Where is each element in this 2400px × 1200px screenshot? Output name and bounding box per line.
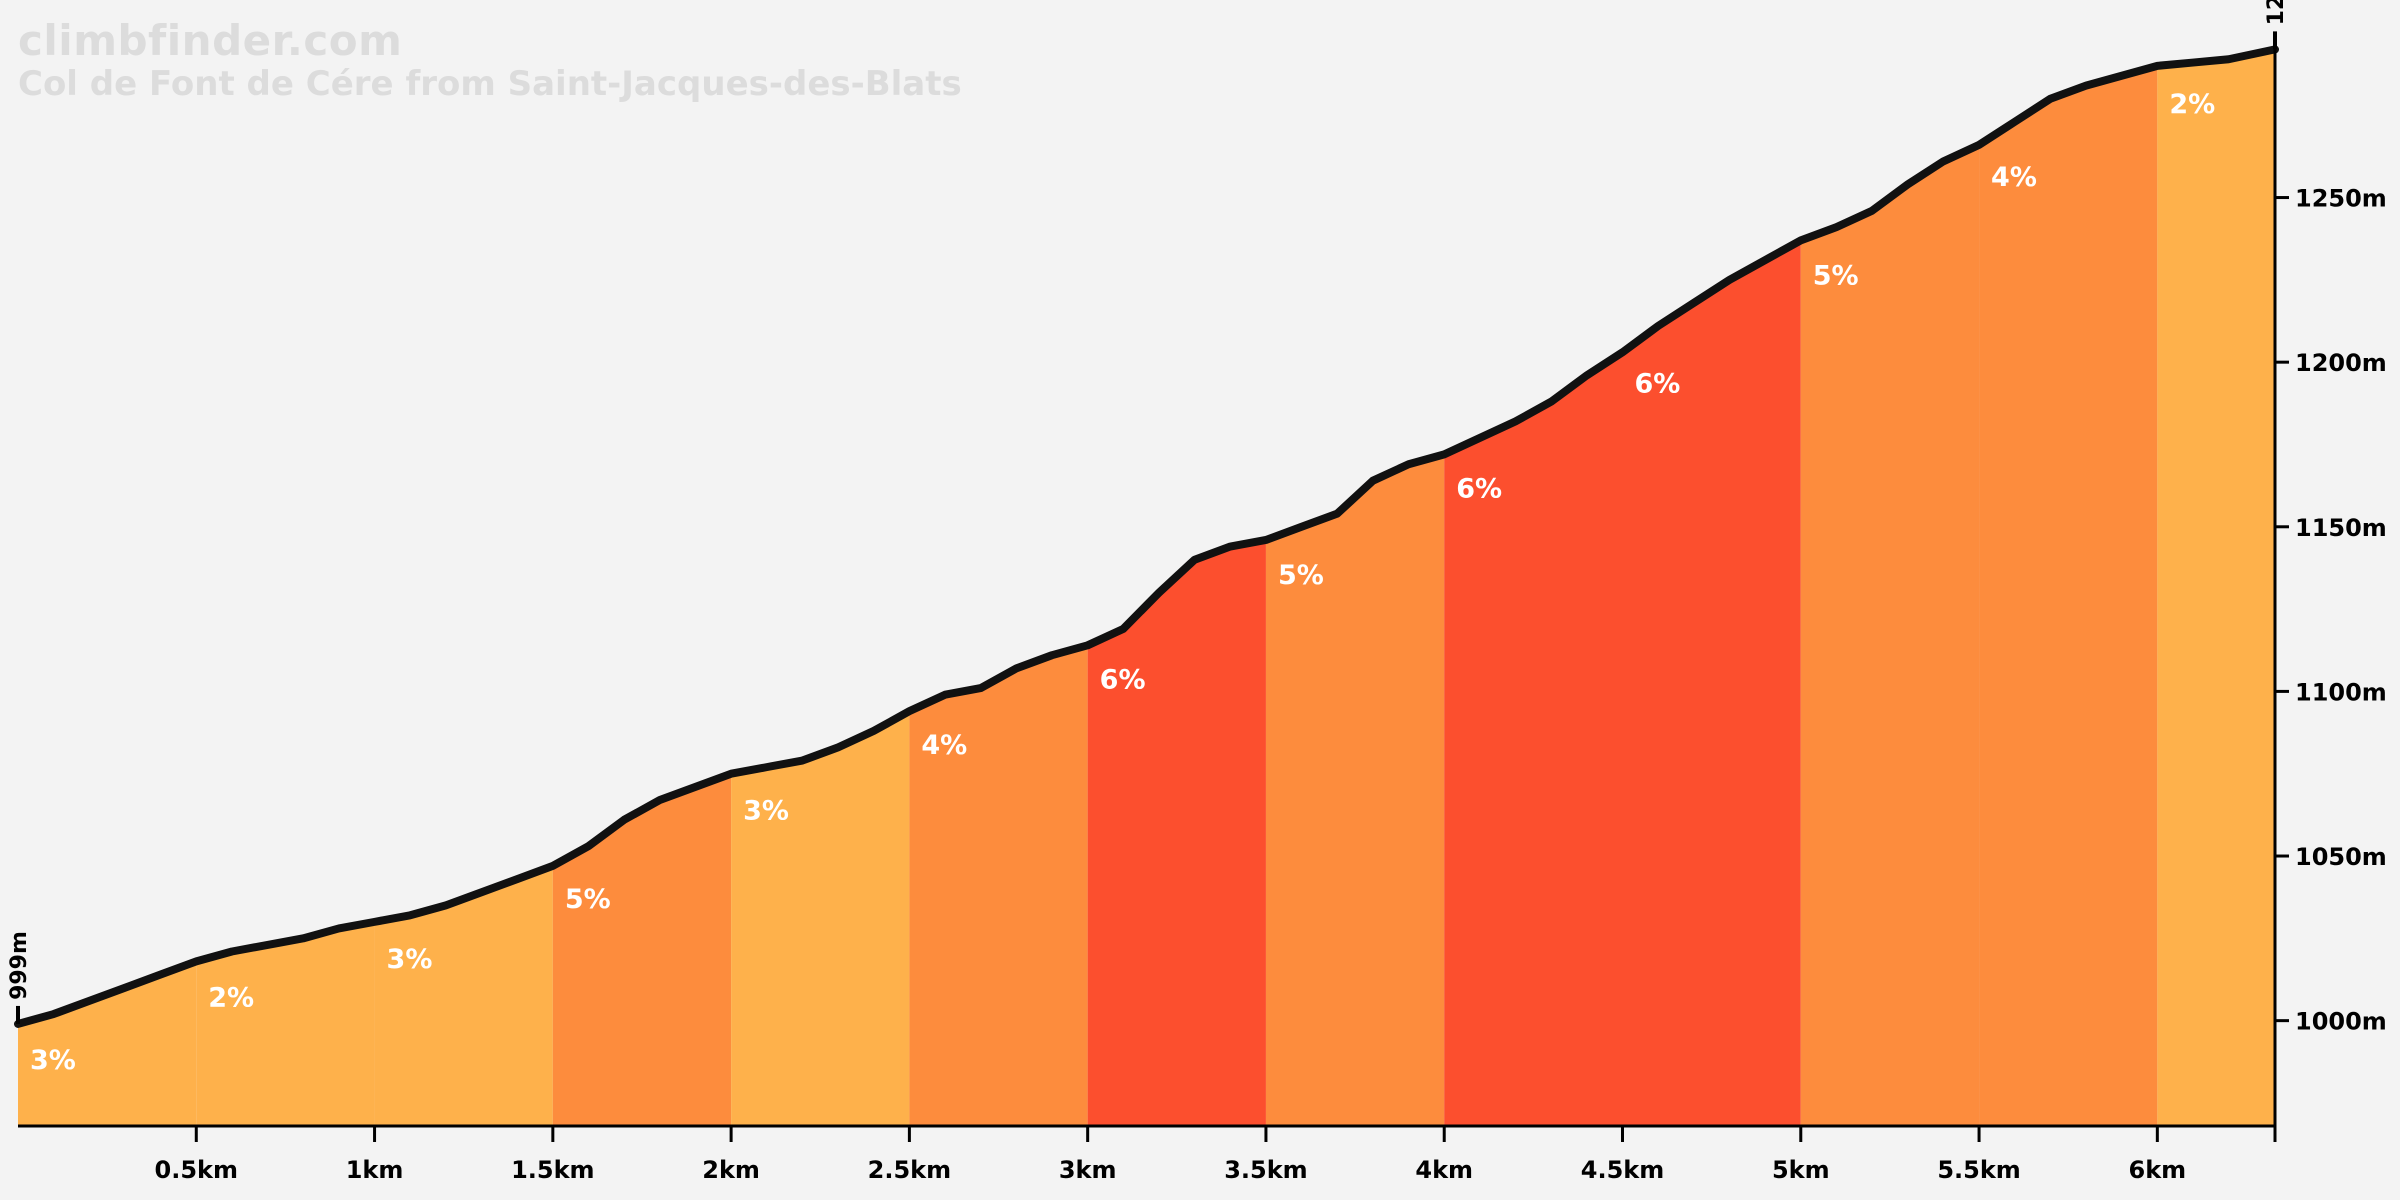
y-tick-label-0: 1000m xyxy=(2295,1008,2387,1036)
segment-fill-1 xyxy=(196,921,375,1126)
x-tick-label-10: 5.5km xyxy=(1937,1156,2020,1184)
x-axis: 0.5km 1km 1.5km 2km 2.5km 3km 3.5km 4km 4.5km 5km… xyxy=(18,1124,2277,1184)
segment-fill-11 xyxy=(1979,65,2158,1127)
profile-line xyxy=(14,45,2279,1028)
grade-label-1: 2% xyxy=(208,982,254,1013)
grade-label-0: 3% xyxy=(30,1045,76,1076)
segment-fill-6 xyxy=(1087,539,1266,1126)
grade-label-5: 4% xyxy=(921,730,967,761)
x-tick-label-6: 3.5km xyxy=(1224,1156,1307,1184)
y-tick-label-5: 1250m xyxy=(2295,185,2387,213)
segment-fill-7 xyxy=(1265,454,1445,1126)
x-tick-label-3: 2km xyxy=(702,1156,760,1184)
segment-fill-5 xyxy=(909,645,1088,1126)
segment-fill-4 xyxy=(731,711,910,1126)
x-tick-label-11: 6km xyxy=(2129,1156,2187,1184)
y-tick-label-2: 1100m xyxy=(2295,678,2387,706)
segment-fill-10 xyxy=(1800,144,1980,1127)
y-tick-label-1: 1050m xyxy=(2295,843,2387,871)
profile-line-group xyxy=(14,45,2279,1028)
end-elevation-label: 1295m xyxy=(2264,0,2289,25)
x-tick-label-2: 1.5km xyxy=(511,1156,594,1184)
segment-fill-8 xyxy=(1444,352,1623,1126)
x-tick-label-1: 1km xyxy=(346,1156,404,1184)
x-tick-label-9: 5km xyxy=(1772,1156,1830,1184)
grade-label-11: 4% xyxy=(1991,162,2037,193)
grade-label-4: 3% xyxy=(743,796,789,827)
grade-labels: 3% 2% 3% 5% 3% 4% 6% 5% 6% 6% 5% 4% 2% xyxy=(30,89,2215,1076)
grade-label-10: 5% xyxy=(1813,260,1859,291)
climb-title: Col de Font de Cére from Saint-Jacques-d… xyxy=(18,64,962,104)
x-tick-label-7: 4km xyxy=(1415,1156,1473,1184)
y-tick-label-4: 1200m xyxy=(2295,349,2387,377)
site-brand: climbfinder.com xyxy=(18,16,403,65)
segment-fills xyxy=(18,49,2275,1127)
end-markers: 999m 1295m xyxy=(7,0,2289,1024)
x-tick-label-8: 4.5km xyxy=(1581,1156,1664,1184)
segment-fill-12 xyxy=(2157,49,2275,1126)
segment-fill-0 xyxy=(18,961,197,1126)
grade-label-8: 6% xyxy=(1456,473,1502,504)
x-tick-label-0: 0.5km xyxy=(155,1156,238,1184)
segment-fill-3 xyxy=(552,773,732,1126)
grade-label-2: 3% xyxy=(387,944,433,975)
grade-label-9: 6% xyxy=(1635,368,1681,399)
grade-label-7: 5% xyxy=(1278,560,1324,591)
grade-label-6: 6% xyxy=(1100,664,1146,695)
segment-fill-9 xyxy=(1622,240,1801,1126)
grade-label-3: 5% xyxy=(565,884,611,915)
segment-fill-2 xyxy=(374,865,553,1126)
x-tick-label-5: 3km xyxy=(1059,1156,1117,1184)
start-elevation-label: 999m xyxy=(7,931,32,1000)
grade-label-12: 2% xyxy=(2169,89,2215,120)
x-tick-label-4: 2.5km xyxy=(868,1156,951,1184)
y-axis: 1000m 1050m 1100m 1150m 1200m 1250m xyxy=(2273,49,2387,1126)
y-tick-label-3: 1150m xyxy=(2295,514,2387,542)
